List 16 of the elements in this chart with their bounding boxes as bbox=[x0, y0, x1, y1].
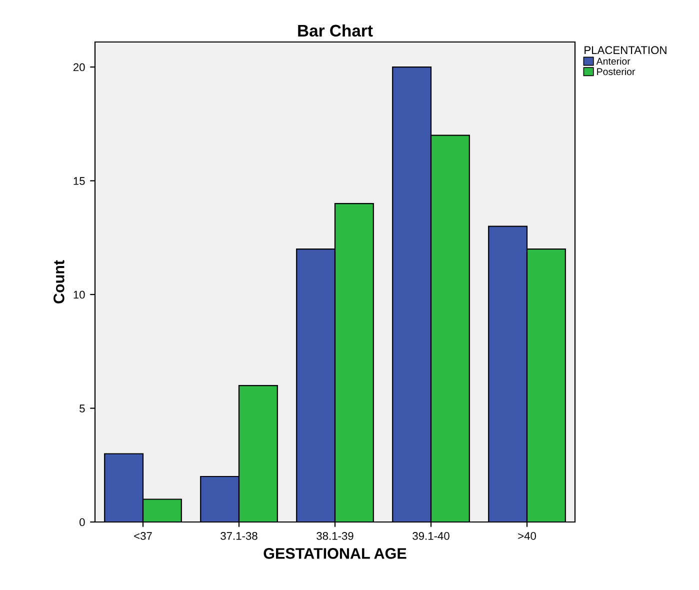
x-axis-title: GESTATIONAL AGE bbox=[264, 548, 406, 559]
legend-label: Anterior bbox=[596, 58, 630, 65]
x-tick-label: 37.1-38 bbox=[220, 532, 258, 540]
y-tick-label: 5 bbox=[80, 404, 85, 412]
x-tick-label: >40 bbox=[518, 532, 536, 540]
y-axis-title: Count bbox=[54, 260, 64, 304]
legend-label: Posterior bbox=[597, 68, 636, 76]
x-tick-label: 38.1-39 bbox=[316, 532, 354, 540]
y-tick-label: 0 bbox=[80, 518, 85, 526]
y-tick-label: 10 bbox=[74, 290, 85, 299]
x-tick-label: <37 bbox=[134, 532, 152, 540]
x-tick-label: 39.1-40 bbox=[412, 532, 450, 540]
chart-title: Bar Chart bbox=[298, 24, 373, 37]
y-tick-label: 20 bbox=[73, 63, 85, 72]
legend-title: PLACENTATION bbox=[584, 46, 666, 54]
y-tick-label: 15 bbox=[74, 177, 85, 185]
